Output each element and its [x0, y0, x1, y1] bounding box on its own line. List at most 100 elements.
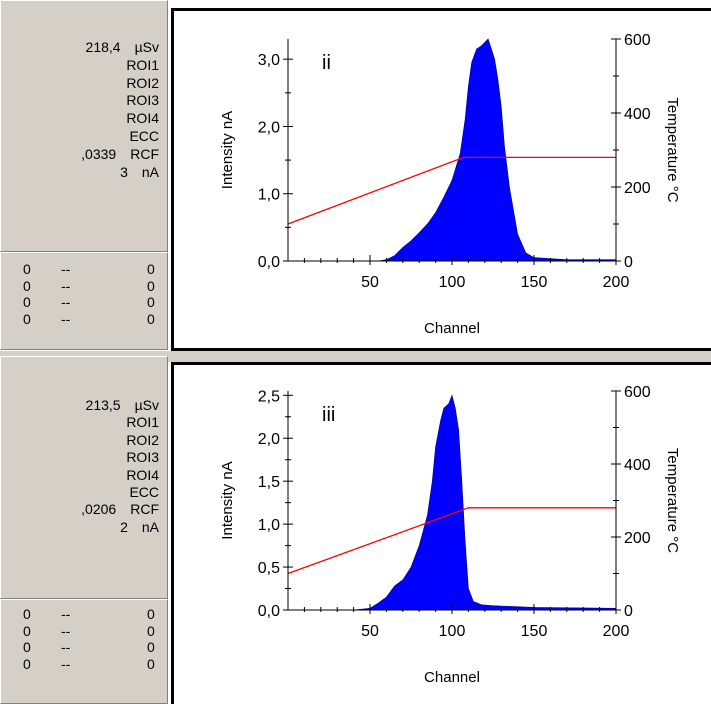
y-tick-label: 0,0	[258, 603, 280, 620]
counter-left: 0	[23, 655, 31, 672]
y-tick-label: 1,0	[258, 187, 280, 204]
ecc-label: ECC	[129, 127, 159, 144]
panel-label: ii	[322, 52, 331, 74]
info-panel-1: 218,4 µSv ROI1 ROI2 ROI3 ROI4 ECC ,0339 RC…	[0, 0, 168, 252]
roi-label: ROI4	[126, 110, 159, 127]
x-tick-label: 200	[603, 274, 630, 291]
y2-tick-label: 200	[624, 180, 651, 197]
y-tick-label: 3,0	[258, 52, 280, 69]
counter-sep: --	[61, 261, 71, 277]
x-tick-label: 150	[521, 623, 548, 640]
intensity-area-series	[288, 38, 617, 262]
current-unit: nA	[141, 163, 159, 180]
dose-row: 213,5 µSv	[81, 397, 159, 414]
glow-curve-chart-ii: 50 100 150 200 0,0 1,0 2,0 3,0 0 200 400 600 Channel…	[219, 32, 681, 337]
x-axis-label: Channel	[424, 320, 480, 337]
glow-curve-chart-iii: 50 100 150 200 0,0 0,5 1,0 1,5 2,0 2,5 0 200 400 600 C…	[219, 384, 681, 686]
x-tick-label: 100	[439, 274, 466, 291]
current-value: 2	[120, 518, 128, 535]
counter-left: 0	[23, 639, 31, 655]
dose-row: 218,4 µSv	[81, 39, 159, 57]
roi-label: ROI3	[126, 92, 159, 109]
counter-right: 0	[147, 622, 155, 639]
counter-sep: --	[61, 310, 71, 327]
rcf-value: ,0206	[81, 501, 117, 518]
counter-row: 0 -- 0	[23, 639, 163, 656]
y-tick-label: 1,5	[258, 474, 280, 491]
dose-value: 213,5	[85, 397, 121, 413]
plot-frame-1: 50 100 150 200 0,0 1,0 2,0 3,0 0 200 400 600 Channel…	[171, 8, 711, 351]
counter-row: 0 -- 0	[23, 606, 163, 623]
y2-tick-label: 400	[624, 106, 651, 123]
dose-value: 218,4	[85, 39, 121, 55]
counter-sep: --	[61, 655, 71, 672]
counter-row: 0 -- 0	[23, 278, 163, 295]
y-tick-label: 0,5	[258, 560, 280, 577]
counter-panel-1: 0 -- 0 0 -- 0 0 -- 0 0 -- 0	[0, 252, 168, 350]
y2-tick-label: 400	[624, 457, 651, 474]
counter-sep: --	[61, 639, 71, 655]
info-panel-2: 213,5 µSv ROI1 ROI2 ROI3 ROI4 ECC ,0206 RC…	[0, 356, 168, 599]
counter-rows-2: 0 -- 0 0 -- 0 0 -- 0 0 -- 0	[23, 606, 163, 672]
x-axis-label: Channel	[424, 669, 480, 686]
rcf-value: ,0339	[81, 145, 117, 162]
counter-right: 0	[147, 277, 155, 294]
counter-left: 0	[23, 622, 31, 639]
y-axis-label: Intensity nA	[219, 461, 236, 539]
y2-tick-label: 0	[624, 254, 633, 271]
counter-right: 0	[147, 294, 155, 310]
intensity-area-series	[288, 394, 617, 611]
counter-right: 0	[147, 606, 155, 622]
y2-tick-label: 600	[624, 384, 651, 401]
y-tick-label: 0,0	[258, 254, 280, 271]
counter-sep: --	[61, 622, 71, 639]
y-tick-label: 1,0	[258, 517, 280, 534]
x-tick-label: 50	[361, 623, 379, 640]
current-row: 3 nA	[81, 164, 159, 182]
rcf-row: ,0206 RCF	[81, 501, 159, 518]
counter-row: 0 -- 0	[23, 623, 163, 640]
y2-axis-label: Temperature °C	[664, 97, 681, 202]
ecc-label: ECC	[129, 484, 159, 501]
y-tick-label: 2,0	[258, 119, 280, 136]
current-row: 2 nA	[81, 519, 159, 536]
counter-left: 0	[23, 294, 31, 310]
rcf-label: RCF	[130, 145, 159, 162]
counter-right: 0	[147, 655, 155, 672]
readout-text-2: 213,5 µSv ROI1 ROI2 ROI3 ROI4 ECC ,0206 RC…	[81, 397, 159, 536]
readout-text-1: 218,4 µSv ROI1 ROI2 ROI3 ROI4 ECC ,0339 RC…	[81, 39, 159, 181]
plot-frame-2: 50 100 150 200 0,0 0,5 1,0 1,5 2,0 2,5 0 200 400 600 C…	[171, 362, 711, 704]
counter-right: 0	[147, 639, 155, 655]
counter-row: 0 -- 0	[23, 294, 163, 311]
x-tick-label: 200	[603, 623, 630, 640]
panel-label: iii	[322, 404, 335, 426]
roi-label: ROI1	[126, 414, 159, 431]
y-axis-label: Intensity nA	[219, 111, 236, 189]
counter-row: 0 -- 0	[23, 656, 163, 673]
counter-sep: --	[61, 277, 71, 294]
counter-sep: --	[61, 294, 71, 310]
y2-tick-label: 200	[624, 530, 651, 547]
counter-row: 0 -- 0	[23, 261, 163, 278]
current-value: 3	[120, 163, 128, 180]
temperature-line-series	[287, 156, 616, 225]
rcf-row: ,0339 RCF	[81, 146, 159, 164]
counter-rows-1: 0 -- 0 0 -- 0 0 -- 0 0 -- 0	[23, 261, 163, 327]
dose-unit: µSv	[134, 397, 159, 413]
x-tick-label: 150	[521, 274, 548, 291]
y2-tick-label: 600	[624, 32, 651, 49]
x-tick-label: 100	[439, 623, 466, 640]
y-tick-label: 2,0	[258, 431, 280, 448]
y2-tick-label: 0	[624, 603, 633, 620]
roi-label: ROI1	[126, 56, 159, 73]
counter-left: 0	[23, 261, 31, 277]
counter-left: 0	[23, 310, 31, 327]
dose-unit: µSv	[134, 39, 159, 55]
roi-label: ROI4	[126, 466, 159, 483]
x-tick-label: 50	[361, 274, 379, 291]
current-unit: nA	[141, 518, 159, 535]
counter-row: 0 -- 0	[23, 311, 163, 328]
counter-left: 0	[23, 277, 31, 294]
roi-label: ROI2	[126, 74, 159, 91]
y-tick-label: 2,5	[258, 388, 280, 405]
